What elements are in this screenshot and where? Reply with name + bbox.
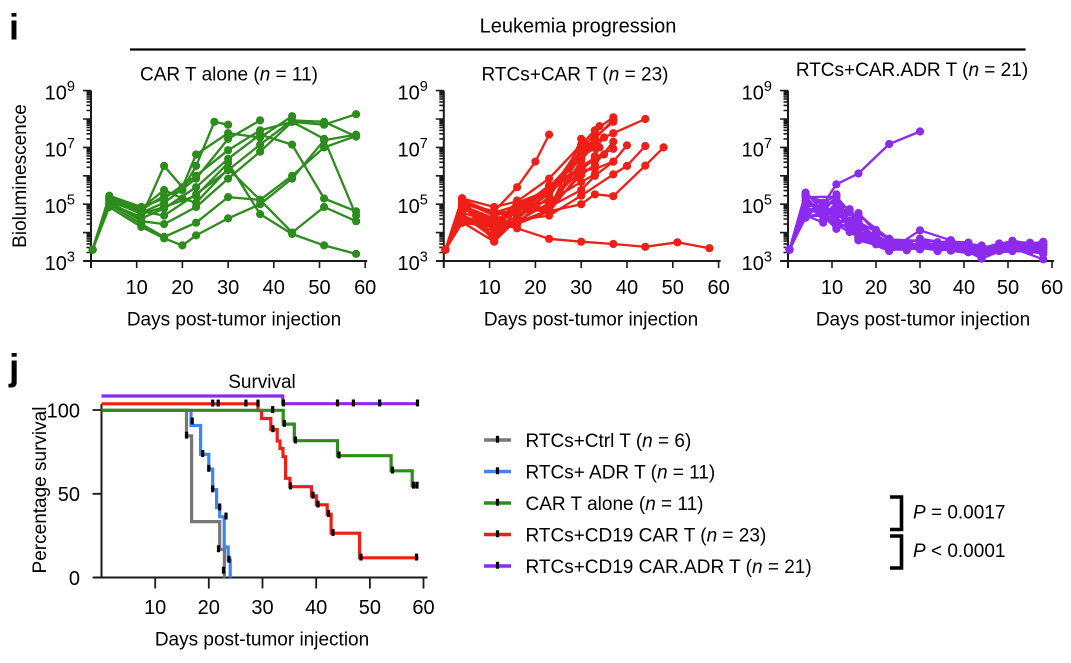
svg-text:30: 30 — [570, 277, 592, 299]
svg-text:30: 30 — [251, 597, 273, 619]
svg-text:RTCs+Ctrl T (n = 6): RTCs+Ctrl T (n = 6) — [526, 431, 692, 452]
svg-text:50: 50 — [997, 277, 1019, 299]
svg-text:0: 0 — [69, 568, 80, 590]
svg-text:RTCs+CAR T (n = 23): RTCs+CAR T (n = 23) — [482, 65, 669, 86]
svg-text:10: 10 — [821, 277, 843, 299]
svg-text:40: 40 — [953, 277, 975, 299]
svg-text:Leukemia progression: Leukemia progression — [480, 16, 677, 38]
svg-text:Days post-tumor injection: Days post-tumor injection — [484, 310, 698, 331]
svg-text:RTCs+CD19 CAR T (n = 23): RTCs+CD19 CAR T (n = 23) — [526, 526, 767, 547]
svg-text:RTCs+ ADR T (n = 11): RTCs+ ADR T (n = 11) — [526, 463, 716, 484]
svg-text:60: 60 — [354, 277, 376, 299]
svg-text:40: 40 — [616, 277, 638, 299]
svg-text:50: 50 — [359, 597, 381, 619]
svg-text:Days post-tumor injection: Days post-tumor injection — [155, 630, 369, 651]
svg-text:P = 0.0017: P = 0.0017 — [913, 503, 1005, 524]
svg-text:Percentage survival: Percentage survival — [30, 407, 51, 574]
svg-text:50: 50 — [662, 277, 684, 299]
svg-text:i: i — [9, 7, 19, 48]
svg-text:Survival: Survival — [228, 372, 296, 393]
svg-text:30: 30 — [217, 277, 239, 299]
svg-text:10: 10 — [144, 597, 166, 619]
svg-text:40: 40 — [263, 277, 285, 299]
svg-text:P < 0.0001: P < 0.0001 — [913, 541, 1005, 562]
svg-text:30: 30 — [909, 277, 931, 299]
svg-text:Bioluminescence: Bioluminescence — [10, 104, 31, 248]
svg-text:20: 20 — [865, 277, 887, 299]
svg-text:Days post-tumor injection: Days post-tumor injection — [816, 310, 1030, 331]
svg-text:60: 60 — [412, 597, 434, 619]
svg-text:50: 50 — [308, 277, 330, 299]
svg-text:10: 10 — [126, 277, 148, 299]
svg-text:Days post-tumor injection: Days post-tumor injection — [127, 310, 341, 331]
svg-text:20: 20 — [198, 597, 220, 619]
svg-text:20: 20 — [171, 277, 193, 299]
svg-text:j: j — [8, 347, 19, 388]
svg-text:60: 60 — [707, 277, 729, 299]
svg-text:RTCs+CD19 CAR.ADR T (n = 21): RTCs+CD19 CAR.ADR T (n = 21) — [526, 557, 812, 578]
svg-text:50: 50 — [58, 484, 80, 506]
svg-text:40: 40 — [305, 597, 327, 619]
svg-text:RTCs+CAR.ADR T (n = 21): RTCs+CAR.ADR T (n = 21) — [796, 60, 1028, 81]
svg-text:60: 60 — [1041, 277, 1063, 299]
svg-text:10: 10 — [478, 277, 500, 299]
svg-text:CAR T alone (n = 11): CAR T alone (n = 11) — [526, 494, 704, 515]
svg-text:CAR T alone (n = 11): CAR T alone (n = 11) — [140, 65, 318, 86]
svg-text:100: 100 — [47, 400, 80, 422]
svg-text:20: 20 — [524, 277, 546, 299]
